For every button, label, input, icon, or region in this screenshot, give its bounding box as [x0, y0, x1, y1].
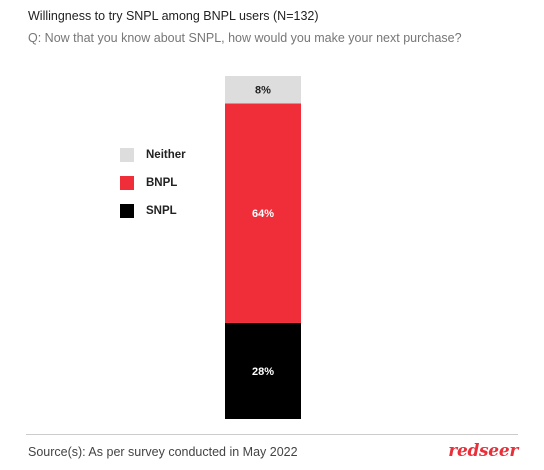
- data-label-bnpl: 64%: [252, 208, 274, 220]
- data-label-snpl: 28%: [252, 366, 274, 378]
- source-note: Source(s): As per survey conducted in Ma…: [28, 445, 298, 459]
- legend-label-snpl: SNPL: [146, 205, 177, 217]
- legend-item-snpl: SNPL: [120, 204, 186, 218]
- legend-item-neither: Neither: [120, 148, 186, 162]
- legend-swatch-snpl: [120, 204, 134, 218]
- legend-label-neither: Neither: [146, 149, 186, 161]
- chart-subtitle: Q: Now that you know about SNPL, how wou…: [28, 31, 462, 45]
- bar-segment-neither: [225, 76, 301, 104]
- stacked-bar-chart: 28% 64% 8%: [225, 76, 301, 419]
- legend-swatch-bnpl: [120, 176, 134, 190]
- legend-label-bnpl: BNPL: [146, 177, 178, 189]
- chart-title: Willingness to try SNPL among BNPL users…: [28, 9, 319, 23]
- footer-divider: [26, 434, 518, 435]
- legend-swatch-neither: [120, 148, 134, 162]
- bar-segment-snpl: [225, 322, 301, 419]
- legend-item-bnpl: BNPL: [120, 176, 186, 190]
- bar-segment-bnpl: [225, 103, 301, 323]
- chart-legend: Neither BNPL SNPL: [120, 148, 186, 232]
- data-label-neither: 8%: [255, 85, 271, 97]
- redseer-logo: redseer: [448, 441, 518, 461]
